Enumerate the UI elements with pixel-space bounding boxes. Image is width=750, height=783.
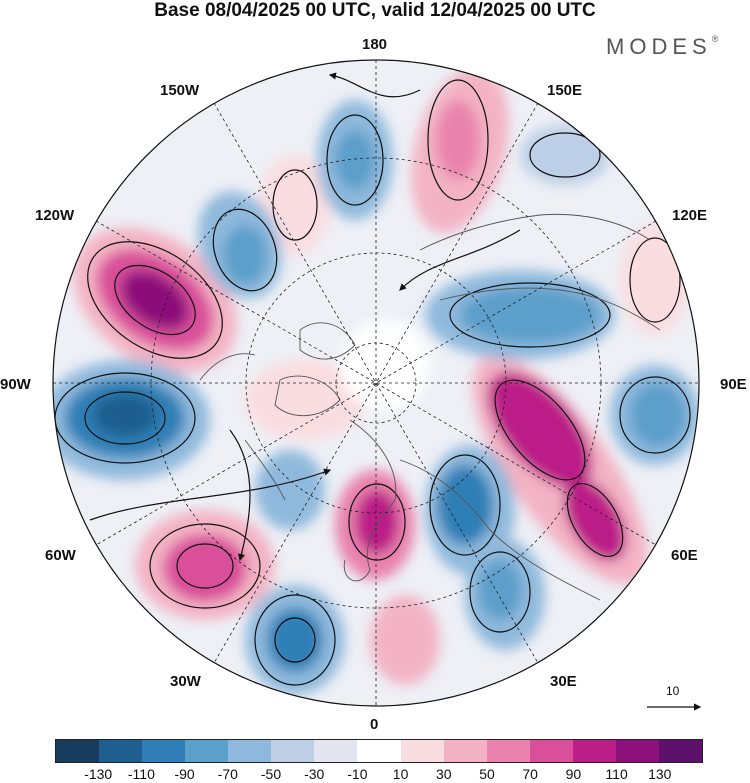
lon-label-0: 0 bbox=[370, 716, 379, 733]
colorbar-swatch bbox=[615, 740, 659, 762]
lon-label-150w: 150W bbox=[160, 82, 200, 99]
colorbar-tick-label: -90 bbox=[174, 766, 195, 782]
lon-label-30e: 30E bbox=[550, 673, 577, 690]
lon-label-120e: 120E bbox=[672, 207, 708, 224]
lon-label-60w: 60W bbox=[45, 547, 76, 564]
colorbar-swatch bbox=[56, 740, 100, 762]
colorbar-tick-label: -110 bbox=[127, 766, 155, 782]
coastlines bbox=[199, 214, 661, 601]
colorbar-tick-label: 70 bbox=[522, 766, 538, 782]
colorbar-tick-label: 90 bbox=[565, 766, 582, 782]
colorbar-tick-label: 130 bbox=[648, 766, 672, 782]
colorbar-swatch bbox=[271, 740, 315, 762]
colorbar-tick-label: -130 bbox=[84, 766, 113, 782]
colorbar-tick-label: -50 bbox=[260, 766, 282, 782]
colorbar-swatch bbox=[529, 740, 573, 762]
brand-logo: MODES® bbox=[606, 34, 719, 59]
graticule bbox=[53, 60, 699, 706]
map-boundary bbox=[52, 59, 700, 707]
colorbar-swatch bbox=[314, 740, 358, 762]
lon-label-60e: 60E bbox=[671, 547, 698, 564]
anomaly-field bbox=[53, 60, 699, 706]
colorbar-tick-label: 30 bbox=[436, 766, 452, 782]
lon-label-150e: 150E bbox=[547, 82, 583, 99]
reference-vector-label: 10 bbox=[666, 684, 680, 698]
colorbar-swatch bbox=[400, 740, 444, 762]
colorbar-tick-label: -10 bbox=[347, 766, 368, 782]
lon-label-90e: 90E bbox=[720, 376, 747, 393]
colorbar bbox=[55, 739, 703, 763]
colorbar-swatch bbox=[658, 740, 702, 762]
colorbar-swatch bbox=[99, 740, 143, 762]
lon-label-180: 180 bbox=[362, 36, 388, 53]
colorbar-tick-label: -30 bbox=[304, 766, 325, 782]
colorbar-swatch bbox=[185, 740, 229, 762]
colorbar-tick-label: 10 bbox=[392, 766, 409, 782]
colorbar-swatch bbox=[228, 740, 272, 762]
lon-label-30w: 30W bbox=[170, 673, 201, 690]
lon-label-90w: 90W bbox=[0, 376, 31, 393]
map-title: Base 08/04/2025 00 UTC, valid 12/04/2025… bbox=[154, 0, 596, 21]
colorbar-tick-label: -70 bbox=[217, 766, 238, 782]
colorbar-swatch bbox=[443, 740, 487, 762]
colorbar-tick-label: 50 bbox=[479, 766, 495, 782]
colorbar-tick-label: 110 bbox=[605, 766, 628, 782]
colorbar-swatch bbox=[572, 740, 616, 762]
colorbar-swatch bbox=[357, 740, 401, 762]
colorbar-swatch bbox=[142, 740, 186, 762]
lon-label-120w: 120W bbox=[35, 207, 75, 224]
colorbar-swatch bbox=[486, 740, 530, 762]
